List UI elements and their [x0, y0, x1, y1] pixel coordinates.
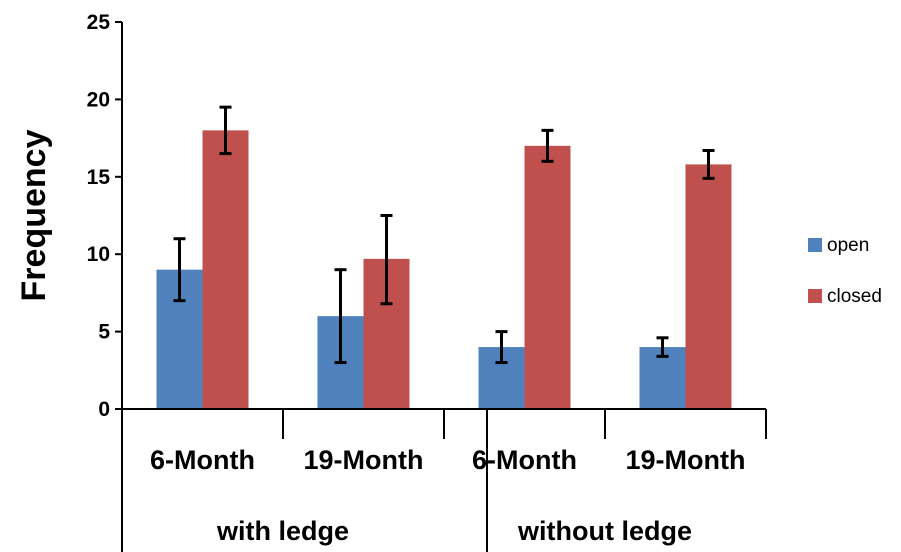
legend-swatch-closed — [808, 289, 822, 303]
x-category-label-2: 6-Month — [472, 445, 577, 475]
bar-closed-0 — [202, 130, 249, 410]
x-group-label-0: with ledge — [216, 516, 349, 546]
error-bar-closed-3 — [702, 148, 715, 180]
legend: open closed — [808, 235, 882, 307]
bar-closed-2 — [524, 145, 571, 409]
error-bars-layer — [173, 105, 715, 365]
legend-label-open: open — [827, 235, 869, 256]
y-axis-title: Frequency — [15, 129, 53, 301]
axes-layer — [115, 21, 767, 552]
x-group-label-1: without ledge — [517, 516, 692, 546]
x-category-label-0: 6-Month — [150, 445, 255, 475]
x-category-label-1: 19-Month — [304, 445, 424, 475]
legend-label-closed: closed — [827, 286, 882, 307]
y-tick-label-25: 25 — [87, 11, 111, 34]
legend-item-open: open — [808, 235, 869, 256]
error-bar-open-3 — [656, 336, 669, 358]
y-tick-label-0: 0 — [98, 398, 110, 421]
error-bar-open-0 — [173, 237, 186, 303]
labels-layer: 0 5 10 15 20 25 6-Month 19-Month 6-Month 19-Month… — [15, 11, 745, 546]
y-tick-label-15: 15 — [87, 166, 111, 189]
error-bar-open-1 — [334, 268, 347, 365]
bar-closed-3 — [685, 164, 732, 409]
error-bar-open-2 — [495, 330, 508, 365]
y-tick-label-5: 5 — [98, 321, 110, 344]
error-bar-closed-0 — [219, 105, 232, 156]
legend-item-closed: closed — [808, 286, 882, 307]
error-bar-closed-2 — [541, 128, 554, 163]
y-tick-label-10: 10 — [87, 243, 110, 266]
bars-layer — [156, 130, 732, 410]
error-bar-closed-1 — [380, 214, 393, 306]
x-category-label-3: 19-Month — [626, 445, 746, 475]
legend-swatch-open — [808, 238, 822, 252]
y-tick-label-20: 20 — [87, 88, 110, 111]
